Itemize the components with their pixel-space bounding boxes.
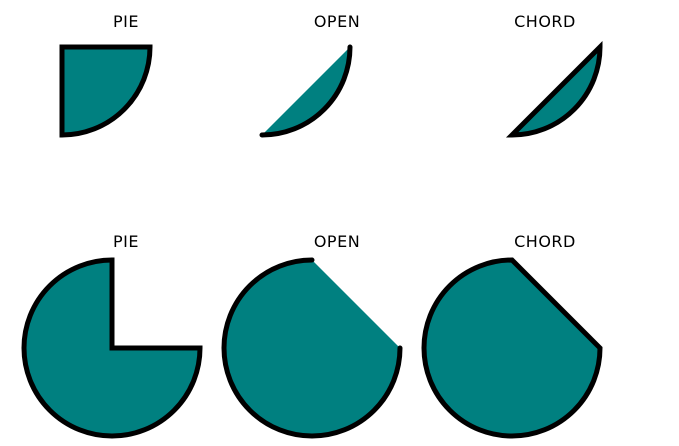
quarter-pie-arc [59, 44, 153, 138]
three-quarter-pie-arc [21, 257, 203, 439]
label-row2-pie: PIE [113, 232, 139, 251]
three-quarter-chord-arc [421, 257, 603, 439]
label-row2-chord: CHORD [514, 232, 576, 251]
quarter-chord-arc [505, 40, 603, 138]
label-row1-open: OPEN [313, 12, 361, 31]
label-row1-chord: CHORD [514, 12, 576, 31]
label-row1-pie: PIE [113, 12, 139, 31]
quarter-open-arc [259, 44, 353, 138]
label-row2-open: OPEN [313, 232, 361, 251]
three-quarter-open-arc [221, 257, 403, 439]
